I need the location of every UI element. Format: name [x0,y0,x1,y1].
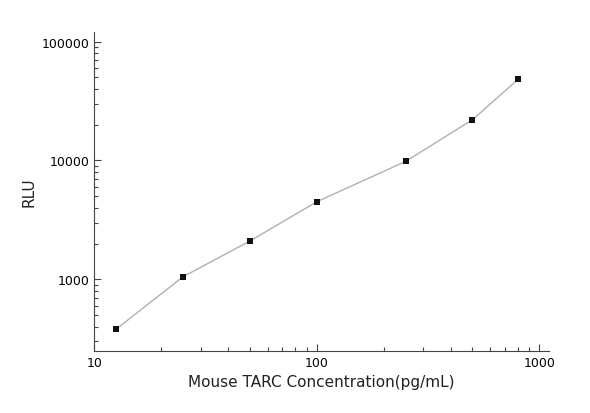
X-axis label: Mouse TARC Concentration(pg/mL): Mouse TARC Concentration(pg/mL) [188,375,455,389]
Y-axis label: RLU: RLU [21,177,36,207]
